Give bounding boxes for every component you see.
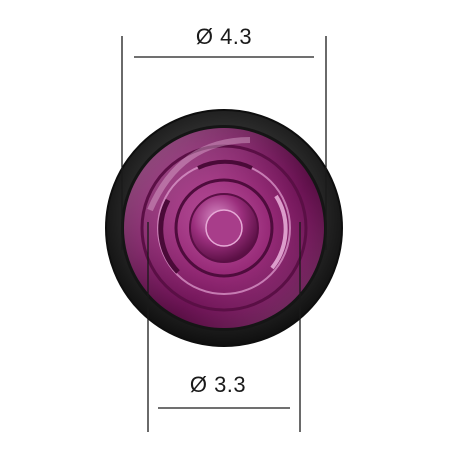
lens-glare	[147, 137, 251, 212]
lens-ring-3	[174, 178, 274, 278]
lens-arc-right	[270, 194, 288, 270]
outer-diameter-label: Ø 4.3	[195, 24, 253, 49]
lens-center-core	[205, 209, 243, 247]
inner-diameter-label: Ø 3.3	[189, 372, 247, 397]
lens-arc-top	[197, 159, 253, 170]
lens-ring-1	[140, 144, 308, 312]
lens-arc-left	[158, 198, 180, 274]
